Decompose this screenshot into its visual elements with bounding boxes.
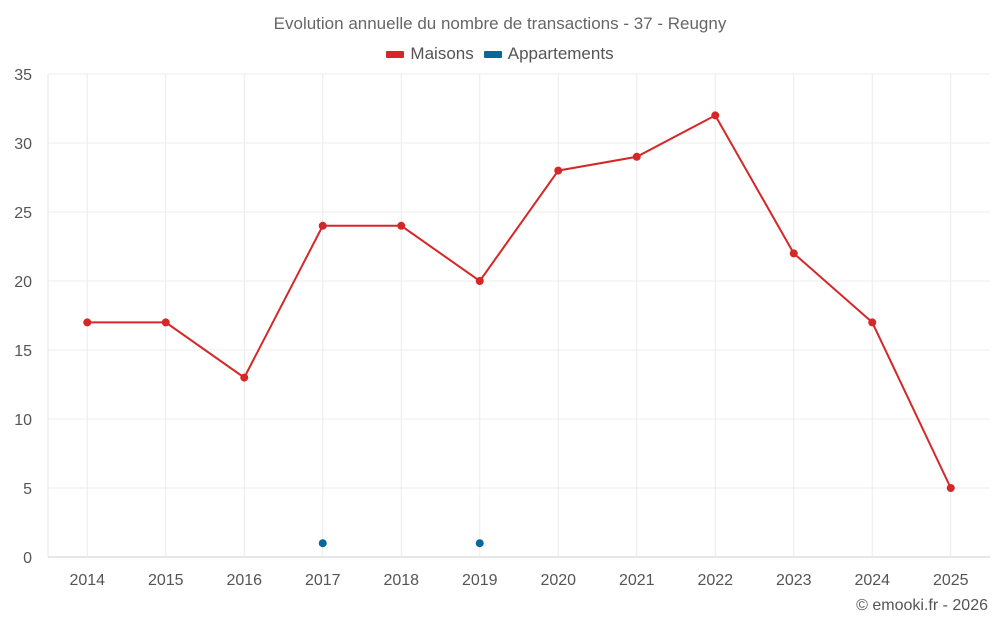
data-point-appartements [475,539,484,548]
y-tick-label: 25 [14,205,32,222]
x-tick-label: 2014 [69,572,105,589]
x-tick-label: 2020 [540,572,576,589]
data-point-maisons [397,221,406,230]
y-tick-label: 20 [14,274,32,291]
legend-item-appartements[interactable]: Appartements [483,44,614,64]
data-point-maisons [632,152,641,161]
y-tick-label: 35 [14,67,32,84]
y-tick-label: 15 [14,343,32,360]
data-point-appartements [318,539,327,548]
y-tick-label: 0 [23,550,32,567]
data-point-maisons [789,249,798,258]
data-point-maisons [83,318,92,327]
data-point-maisons [711,111,720,120]
legend-label-maisons: Maisons [410,44,474,63]
y-tick-label: 10 [14,412,32,429]
legend: Maisons Appartements [0,44,1000,64]
data-point-maisons [161,318,170,327]
y-tick-label: 5 [23,481,32,498]
series-line-maisons [87,114,952,489]
legend-item-maisons[interactable]: Maisons [386,44,474,64]
data-point-maisons [475,277,484,285]
data-point-maisons [318,221,327,230]
legend-swatch-maisons [386,50,405,58]
x-tick-label: 2019 [462,572,498,589]
copyright-credit: © emooki.fr - 2026 [856,597,988,614]
data-point-maisons [868,318,877,327]
x-tick-label: 2024 [854,572,890,589]
data-point-maisons [240,373,249,382]
x-tick-label: 2015 [148,572,184,589]
x-tick-label: 2021 [619,572,655,589]
x-tick-label: 2016 [226,572,262,589]
y-tick-label: 30 [14,136,32,153]
legend-label-appartements: Appartements [507,44,614,63]
x-tick-label: 2025 [933,572,969,589]
data-point-maisons [946,484,955,492]
legend-swatch-appartements [483,50,502,58]
chart-title: Evolution annuelle du nombre de transact… [273,14,727,33]
x-tick-label: 2018 [383,572,419,589]
x-tick-label: 2017 [305,572,341,589]
data-point-maisons [554,166,563,175]
x-tick-label: 2023 [776,572,812,589]
x-tick-label: 2022 [697,572,733,589]
